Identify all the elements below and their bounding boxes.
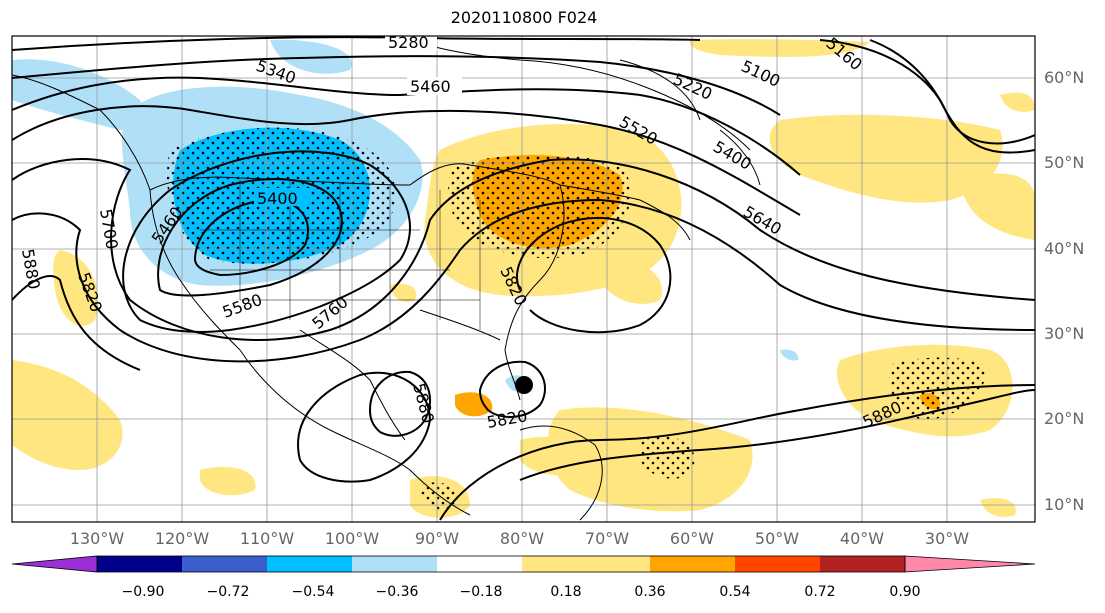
chart-title: 2020110800 F024 [450, 8, 598, 27]
lon-label: 30°W [924, 529, 970, 548]
lon-label: 110°W [239, 529, 295, 548]
lat-label: 60°N [1044, 68, 1085, 87]
map-gridlines [12, 36, 1035, 522]
lat-label: 30°N [1044, 324, 1085, 343]
colorbar-segment [267, 556, 352, 572]
lon-label: 130°W [69, 529, 125, 548]
colorbar-tick-label: −0.18 [459, 584, 503, 600]
colorbar-extend-high [904, 555, 1036, 573]
lat-label: 20°N [1044, 409, 1085, 428]
colorbar-tick-label: −0.90 [121, 584, 165, 600]
colorbar-extend-low [11, 555, 98, 573]
colorbar-segment [820, 556, 905, 572]
lon-label: 50°W [754, 529, 800, 548]
lon-label: 120°W [154, 529, 210, 548]
lat-label: 40°N [1044, 239, 1085, 258]
colorbar-segment [650, 556, 735, 572]
lat-label: 10°N [1044, 495, 1085, 514]
state-borders [200, 180, 481, 330]
lon-label: 100°W [324, 529, 380, 548]
colorbar-tick-label: −0.72 [206, 584, 250, 600]
map-frame [11, 35, 1036, 523]
colorbar-segment [182, 556, 267, 572]
storm-center-marker [515, 376, 533, 394]
contour-label: 5460 [410, 77, 451, 96]
colorbar-tick-label: 0.72 [804, 584, 836, 600]
colorbar-segment [522, 556, 650, 572]
contour-label: 5280 [388, 33, 429, 52]
colorbar-tick-label: −0.36 [375, 584, 419, 600]
colorbar-segment [97, 556, 182, 572]
colorbar-tick-label: 0.90 [889, 584, 921, 600]
lon-label: 40°W [839, 529, 885, 548]
lat-label: 50°N [1044, 153, 1085, 172]
colorbar-tick-label: 0.36 [634, 584, 666, 600]
colorbar-tick-label: −0.54 [291, 584, 335, 600]
contour-label: 5400 [257, 189, 298, 208]
colorbar [11, 555, 1036, 573]
height-contours [12, 36, 1035, 521]
colorbar-tick-label: 0.54 [719, 584, 751, 600]
colorbar-segment [735, 556, 820, 572]
colorbar-tick-label: 0.18 [550, 584, 582, 600]
lon-label: 80°W [499, 529, 545, 548]
lon-label: 60°W [669, 529, 715, 548]
lon-label: 70°W [584, 529, 630, 548]
lon-label: 90°W [414, 529, 460, 548]
colorbar-segment [352, 556, 437, 572]
